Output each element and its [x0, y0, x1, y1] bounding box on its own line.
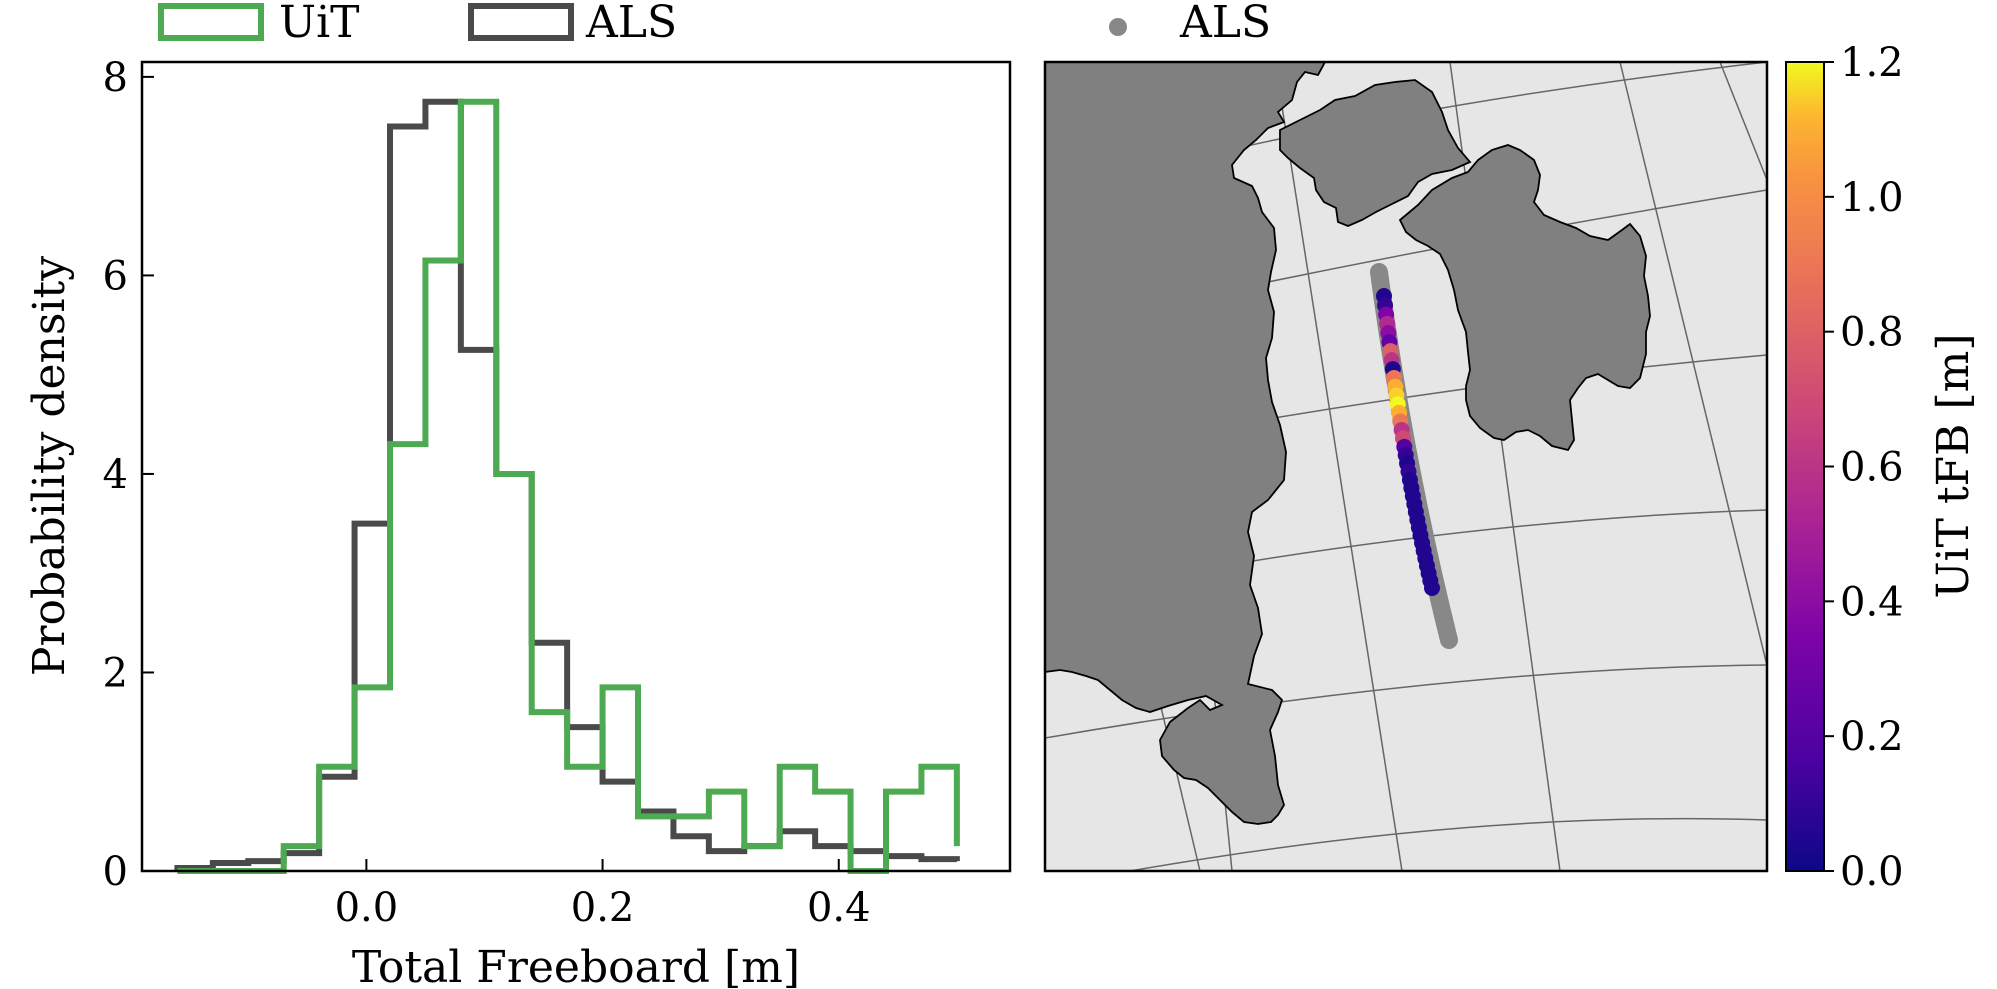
graticule-meridian	[1619, 62, 1767, 669]
y-tick-label: 8	[103, 55, 128, 101]
y-tick-label: 2	[103, 650, 128, 696]
histogram-series	[174, 98, 960, 874]
legend-label-uit: UiT	[279, 0, 360, 48]
map-legend: ALS	[1109, 0, 1271, 48]
legend-swatch-als	[468, 3, 574, 41]
colorbar-ticks: 0.0 0.2 0.4 0.6 0.8 1.0 1.2	[1824, 40, 1904, 895]
x-tick-label: 0.0	[335, 885, 399, 931]
histogram-x-ticks: 0.0 0.2 0.4	[335, 859, 871, 931]
uit-track-points	[1376, 288, 1440, 596]
graticule-meridian	[1719, 62, 1767, 181]
histogram-panel: 0.0 0.2 0.4 0 2 4 6 8 Total Freeboard [m] Prob…	[24, 55, 1012, 989]
legend-swatch-uit	[158, 3, 264, 41]
colorbar-gradient	[1785, 61, 1825, 872]
graticule-parallel	[1045, 664, 1767, 739]
map-panel	[1043, 60, 1769, 873]
colorbar-tick-label: 0.2	[1840, 714, 1904, 760]
colorbar-tick-label: 0.6	[1840, 445, 1904, 491]
land-east	[1398, 144, 1651, 452]
colorbar-tick-label: 0.4	[1840, 579, 1904, 625]
colorbar-label: UiT tFB [m]	[1928, 333, 1979, 598]
land-north	[1279, 79, 1472, 227]
y-tick-label: 4	[103, 452, 128, 498]
colorbar-tick-label: 1.2	[1840, 40, 1904, 86]
y-tick-label: 0	[103, 849, 128, 895]
x-axis-label: Total Freeboard [m]	[352, 942, 800, 989]
uit-point	[1424, 580, 1440, 596]
x-tick-label: 0.4	[807, 885, 871, 931]
y-axis-label: Probability density	[24, 256, 75, 676]
legend-label-map-als: ALS	[1179, 0, 1271, 48]
colorbar: 0.0 0.2 0.4 0.6 0.8 1.0 1.2 UiT tFB [m]	[1785, 40, 1979, 895]
histogram-legend: UiT ALS	[158, 0, 677, 48]
histogram-y-ticks: 0 2 4 6 8	[103, 55, 154, 895]
hist-step-uit	[177, 98, 960, 874]
hist-step-als	[174, 98, 960, 872]
legend-label-als: ALS	[585, 0, 677, 48]
graticule-parallel	[1129, 817, 1767, 871]
colorbar-tick-label: 0.0	[1840, 849, 1904, 895]
legend-marker-als-track	[1109, 18, 1127, 36]
colorbar-tick-label: 0.8	[1840, 310, 1904, 356]
y-tick-label: 6	[103, 253, 128, 299]
histogram-axes-frame	[140, 60, 1012, 873]
x-tick-label: 0.2	[571, 885, 635, 931]
map-axes-frame	[1043, 60, 1769, 873]
map-landmass	[1045, 62, 1651, 825]
land-west	[1045, 62, 1327, 825]
colorbar-tick-label: 1.0	[1840, 175, 1904, 221]
graticule-meridian	[1274, 62, 1403, 871]
